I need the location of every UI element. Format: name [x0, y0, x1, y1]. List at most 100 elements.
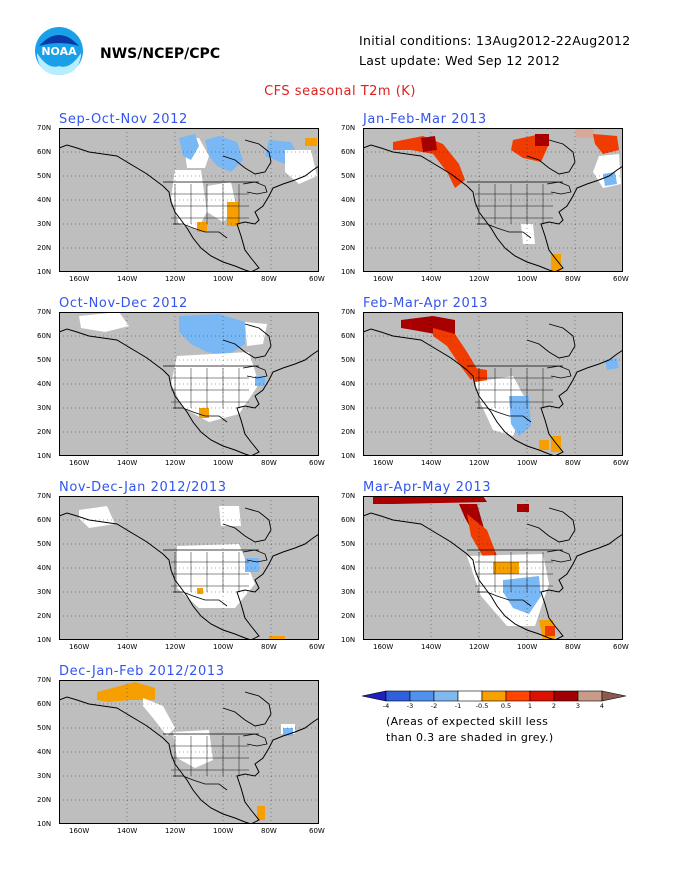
lon-tick-label: 100W [517, 459, 538, 467]
lon-tick-label: 120W [165, 827, 186, 835]
anomaly-region [285, 150, 317, 184]
anomaly-region [393, 136, 465, 188]
map-outline [477, 223, 532, 239]
panel-title: Sep-Oct-Nov 2012 [59, 112, 188, 127]
lat-tick-label: 60N [37, 148, 52, 156]
lat-tick-label: 30N [341, 404, 356, 412]
lat-tick-label: 20N [341, 244, 356, 252]
map-frame [59, 128, 319, 272]
lat-tick-label: 60N [37, 332, 52, 340]
anomaly-region [97, 682, 155, 702]
lon-tick-label: 80W [565, 643, 581, 651]
lon-tick-label: 100W [213, 643, 234, 651]
lat-tick-label: 60N [341, 148, 356, 156]
anomaly-region [603, 172, 617, 186]
lat-tick-label: 10N [37, 452, 52, 460]
lat-tick-label: 60N [37, 516, 52, 524]
colorbar-label: -1 [454, 702, 462, 710]
lon-tick-label: 160W [373, 643, 394, 651]
lat-tick-label: 70N [37, 676, 52, 684]
anomaly-region [517, 504, 529, 512]
map-outline [363, 512, 623, 640]
lat-tick-label: 70N [37, 308, 52, 316]
anomaly-region [197, 588, 203, 594]
colorbar-label: 1 [527, 702, 533, 710]
anomaly-region [521, 224, 535, 244]
map-frame [59, 312, 319, 456]
lat-tick-label: 10N [341, 636, 356, 644]
lon-tick-label: 120W [469, 643, 490, 651]
lon-tick-label: 140W [421, 275, 442, 283]
lat-tick-label: 40N [37, 748, 52, 756]
panel-title: Dec-Jan-Feb 2012/2013 [59, 664, 225, 679]
anomaly-region [257, 806, 265, 820]
map-outline [222, 323, 272, 359]
lon-tick-label: 140W [117, 643, 138, 651]
lon-tick-label: 80W [261, 643, 277, 651]
lat-tick-label: 70N [341, 308, 356, 316]
lat-tick-label: 10N [37, 268, 52, 276]
lat-tick-label: 50N [341, 356, 356, 364]
lat-tick-label: 70N [37, 124, 52, 132]
anomaly-region [199, 408, 209, 418]
lon-tick-label: 100W [213, 459, 234, 467]
anomaly-region [79, 312, 129, 332]
map-outline [222, 691, 272, 727]
panel-title: Mar-Apr-May 2013 [363, 480, 492, 495]
lon-tick-label: 100W [213, 275, 234, 283]
lat-tick-label: 40N [341, 196, 356, 204]
lon-tick-label: 60W [613, 275, 629, 283]
skill-note-line2: than 0.3 are shaded in grey.) [386, 731, 554, 744]
map-outline [363, 144, 623, 272]
map-outline [363, 328, 623, 456]
colorbar-label: -0.5 [475, 702, 489, 710]
colorbar-swatch [601, 690, 627, 702]
lon-tick-label: 160W [69, 459, 90, 467]
lat-tick-label: 20N [341, 428, 356, 436]
lon-tick-label: 120W [165, 275, 186, 283]
lat-tick-label: 50N [341, 172, 356, 180]
panel-title: Nov-Dec-Jan 2012/2013 [59, 480, 227, 495]
lat-tick-label: 70N [341, 492, 356, 500]
lon-tick-label: 160W [373, 459, 394, 467]
anomaly-region [227, 202, 239, 226]
lon-tick-label: 160W [69, 275, 90, 283]
logo-text: NOAA [41, 45, 77, 58]
colorbar-swatch [361, 690, 387, 702]
lon-tick-label: 140W [421, 459, 442, 467]
lat-tick-label: 40N [341, 564, 356, 572]
colorbar-swatch [529, 690, 555, 702]
colorbar-swatch [385, 690, 411, 702]
lat-tick-label: 40N [37, 564, 52, 572]
anomaly-region [401, 316, 455, 334]
anomaly-region [255, 376, 265, 386]
lat-tick-label: 30N [341, 588, 356, 596]
lon-tick-label: 60W [309, 459, 325, 467]
anomaly-region [467, 514, 497, 560]
colorbar-label: -3 [406, 702, 414, 710]
temperature-anomaly-map [363, 312, 623, 456]
map-outline [173, 407, 228, 423]
lon-tick-label: 140W [117, 827, 138, 835]
lat-tick-label: 20N [37, 612, 52, 620]
anomaly-region [605, 358, 619, 370]
lon-tick-label: 60W [309, 275, 325, 283]
colorbar-swatch [577, 690, 603, 702]
temperature-anomaly-map [363, 128, 623, 272]
anomaly-region [143, 698, 175, 736]
lon-tick-label: 80W [261, 275, 277, 283]
map-outline [59, 512, 319, 640]
lon-tick-label: 80W [565, 459, 581, 467]
lat-tick-label: 50N [37, 540, 52, 548]
lat-tick-label: 70N [37, 492, 52, 500]
colorbar-label: 0.5 [500, 702, 512, 710]
lon-tick-label: 100W [213, 827, 234, 835]
lat-tick-label: 30N [37, 772, 52, 780]
colorbar-label: 2 [551, 702, 557, 710]
organization-label: NWS/NCEP/CPC [100, 46, 221, 62]
lat-tick-label: 60N [341, 332, 356, 340]
lat-tick-label: 10N [341, 452, 356, 460]
map-frame [363, 128, 623, 272]
lat-tick-label: 20N [37, 428, 52, 436]
lon-tick-label: 160W [69, 643, 90, 651]
